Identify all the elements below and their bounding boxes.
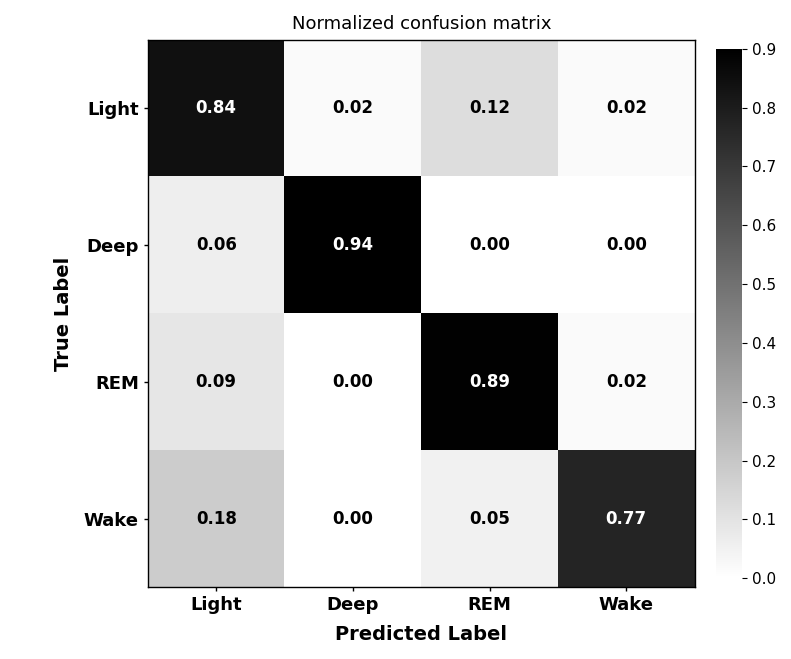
Text: 0.05: 0.05: [469, 509, 510, 527]
Text: 0.77: 0.77: [606, 509, 647, 527]
Text: 0.09: 0.09: [195, 373, 237, 391]
Text: 0.00: 0.00: [332, 509, 373, 527]
Text: 0.00: 0.00: [469, 236, 510, 254]
Text: 0.02: 0.02: [606, 373, 647, 391]
Title: Normalized confusion matrix: Normalized confusion matrix: [292, 15, 551, 33]
Text: 0.02: 0.02: [332, 100, 373, 117]
Text: 0.02: 0.02: [606, 100, 647, 117]
Text: 0.18: 0.18: [196, 509, 237, 527]
Text: 0.00: 0.00: [606, 236, 647, 254]
Text: 0.94: 0.94: [332, 236, 373, 254]
Text: 0.00: 0.00: [332, 373, 373, 391]
Y-axis label: True Label: True Label: [54, 256, 73, 370]
Text: 0.84: 0.84: [195, 100, 237, 117]
Text: 0.89: 0.89: [469, 373, 510, 391]
Text: 0.06: 0.06: [196, 236, 237, 254]
Text: 0.12: 0.12: [469, 100, 510, 117]
X-axis label: Predicted Label: Predicted Label: [335, 625, 507, 644]
